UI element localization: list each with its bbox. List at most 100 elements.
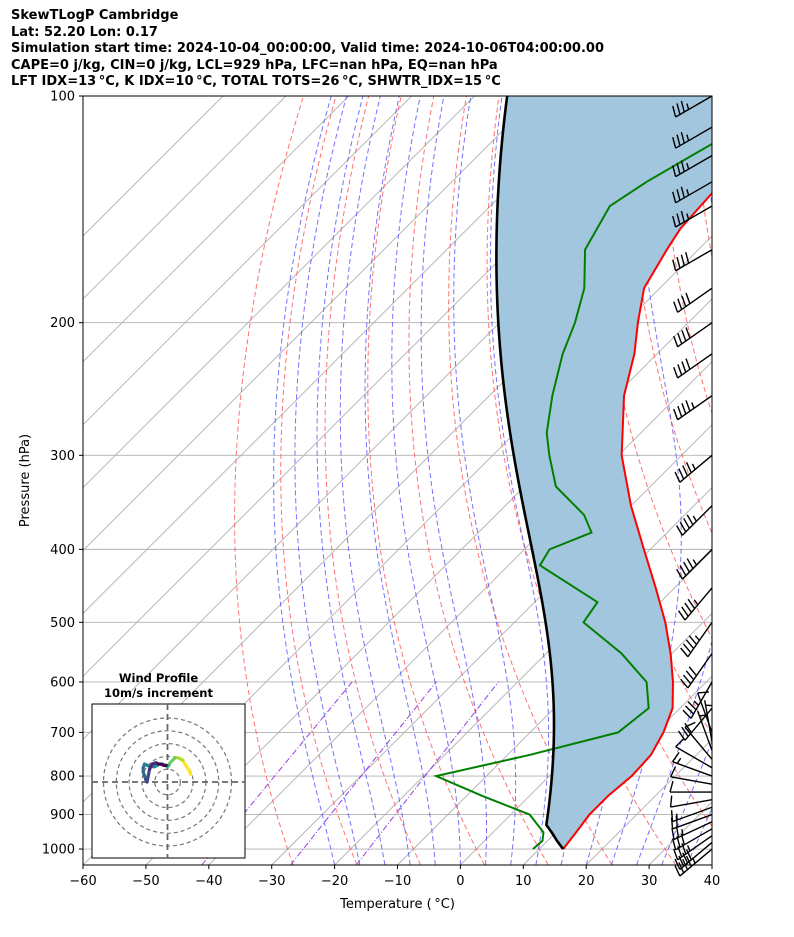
wind-barb	[672, 249, 713, 272]
wind-barb	[670, 766, 713, 785]
wind-barb	[672, 126, 713, 149]
barb-staff	[684, 726, 713, 760]
x-tick-label: −20	[321, 874, 348, 889]
barb-half-flag	[692, 559, 698, 566]
temperature-line	[562, 191, 712, 850]
wind-barb	[671, 751, 713, 777]
barb-flag	[671, 828, 675, 840]
isotherm-line	[83, 96, 224, 237]
wind-barb	[676, 505, 713, 536]
wind-barbs-layer	[669, 95, 713, 877]
barb-staff	[675, 126, 713, 149]
moist-adiabat	[294, 96, 361, 865]
x-tick-label: 40	[704, 874, 721, 889]
barb-flag	[675, 738, 685, 748]
barb-staff	[696, 710, 713, 751]
barb-flag	[682, 709, 692, 719]
x-tick-label: −40	[195, 874, 222, 889]
barb-staff	[670, 776, 713, 785]
barb-flag	[682, 643, 692, 654]
x-tick-label: −10	[384, 874, 411, 889]
barb-half-flag	[687, 845, 691, 852]
barb-flag	[677, 405, 683, 418]
barb-flag	[683, 518, 690, 529]
barb-flag	[673, 335, 679, 348]
barb-flag	[680, 210, 685, 223]
barb-staff	[675, 828, 713, 851]
barb-staff	[677, 287, 713, 313]
moist-adiabat	[686, 807, 712, 865]
barb-flag	[680, 254, 685, 266]
wind-barb	[672, 205, 713, 228]
barb-half-flag	[693, 700, 699, 706]
barb-flag	[674, 865, 681, 877]
y-tick-label: 500	[50, 616, 75, 631]
barb-flag	[676, 525, 683, 536]
inset-title: Wind Profile	[119, 671, 199, 685]
barb-flag	[685, 462, 692, 473]
barb-flag	[684, 602, 693, 613]
wind-barb	[673, 287, 713, 313]
barb-flag	[684, 705, 694, 715]
profile-lines-layer	[432, 96, 712, 850]
barb-half-flag	[694, 635, 700, 641]
barb-staff	[681, 548, 713, 580]
barb-flag	[685, 670, 695, 681]
y-axis-label: Pressure (hPa)	[18, 434, 33, 527]
barb-staff	[673, 821, 713, 841]
barb-staff	[690, 681, 713, 719]
isotherm-line	[83, 96, 350, 363]
y-tick-label: 600	[50, 675, 75, 690]
wind-barb	[675, 738, 713, 769]
wind-barb	[669, 795, 713, 808]
barb-flag	[683, 561, 690, 573]
barb-flag	[681, 606, 689, 617]
barb-flag	[680, 678, 689, 689]
barb-flag	[676, 257, 681, 269]
barb-flag	[682, 674, 692, 685]
y-tick-label: 100	[50, 90, 75, 105]
isotherm-line	[83, 96, 287, 300]
barb-half-flag	[676, 757, 682, 764]
isotherm-line	[397, 549, 712, 865]
wind-barb	[672, 95, 713, 118]
barb-half-flag	[686, 134, 690, 141]
y-tick-label: 700	[50, 726, 75, 741]
cape-line: CAPE=0 j/kg, CIN=0 j/kg, LCL=929 hPa, LF…	[11, 57, 498, 73]
mixing-ratio-line	[355, 681, 499, 865]
inset-frame	[91, 703, 246, 859]
mixing-ratio-line	[201, 681, 353, 865]
barb-flag	[676, 134, 681, 146]
barb-staff	[681, 505, 713, 536]
wind-barb	[680, 621, 713, 658]
isotherm-line	[83, 96, 538, 552]
barb-flag	[681, 726, 689, 737]
barb-flag	[681, 361, 687, 373]
barb-flag	[672, 191, 677, 203]
wind-barb	[677, 587, 713, 621]
barb-flag	[680, 131, 685, 144]
dry-adiabat	[324, 96, 422, 865]
moist-adiabat	[339, 96, 411, 865]
barb-flag	[673, 366, 679, 379]
inset-subtitle: 10m/s increment	[104, 686, 213, 700]
y-tick-label: 400	[50, 543, 75, 558]
barb-flag	[676, 568, 683, 580]
axes-layer: −60 −50 −40 −30 −20 −10 0 10 20 30 40 1000 900 800 700…	[18, 90, 720, 913]
wind-barb	[673, 322, 713, 348]
barb-flag	[685, 849, 692, 861]
dry-adiabat	[760, 96, 794, 865]
barb-flag	[677, 332, 683, 345]
time-line: Simulation start time: 2024-10-04_00:00:…	[11, 41, 604, 56]
barb-flag	[685, 358, 691, 370]
barb-flag	[697, 691, 710, 694]
barb-flag	[669, 795, 673, 808]
barb-staff	[677, 322, 713, 348]
dry-adiabat	[693, 96, 712, 260]
isotherm-line	[83, 96, 601, 615]
barb-staff	[679, 454, 713, 483]
barb-half-flag	[681, 829, 684, 836]
barb-flag	[681, 403, 687, 415]
y-tick-label: 800	[50, 770, 75, 785]
